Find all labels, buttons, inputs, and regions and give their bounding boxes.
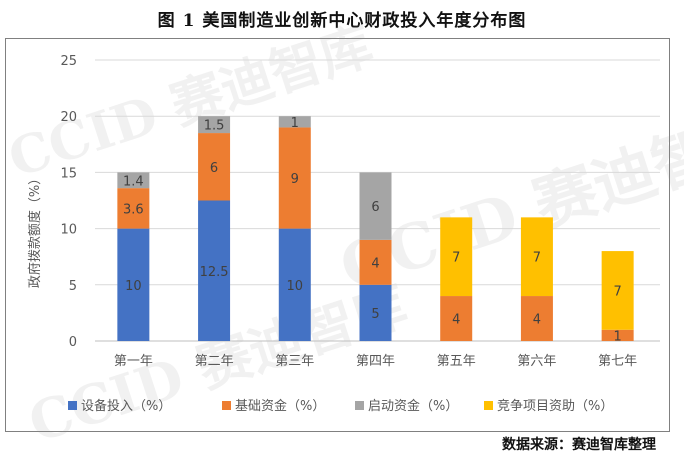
bar-segment <box>440 217 473 297</box>
data-label: 4 <box>371 256 379 271</box>
y-tick-label: 0 <box>69 335 77 350</box>
data-labels: 10 3.6 1.4 12.5 6 1.5 10 9 1 5 4 6 4 7 4 7 1 7 <box>123 116 622 345</box>
data-label: 12.5 <box>200 265 229 280</box>
legend-entry: 启动资金（%） <box>368 398 458 414</box>
y-axis-label: 政府拨款额度（%） <box>27 172 43 288</box>
data-label: 4 <box>452 313 460 328</box>
data-label: 7 <box>614 284 622 299</box>
bar-segment <box>520 217 553 297</box>
bar-segment <box>601 329 634 341</box>
bar-segment <box>359 172 392 240</box>
x-tick-label: 第七年 <box>598 354 637 369</box>
bar-segment <box>198 133 231 201</box>
legend-entry: 竞争项目资助（%） <box>497 398 613 414</box>
data-label: 7 <box>533 251 541 266</box>
x-tick-label: 第三年 <box>275 354 314 369</box>
legend-swatch <box>222 401 231 410</box>
bar-segment <box>601 251 634 330</box>
legend: 设备投入（%） 基础资金（%） 启动资金（%） 竞争项目资助（%） <box>68 398 613 414</box>
y-tick-label: 20 <box>60 110 77 125</box>
data-label: 4 <box>533 313 541 328</box>
bar-segment <box>117 188 150 229</box>
x-tick-label: 第五年 <box>437 354 476 369</box>
data-label: 1 <box>614 329 622 344</box>
bar-segment <box>198 200 231 341</box>
x-tick-label: 第二年 <box>195 354 234 369</box>
data-source: 数据来源：赛迪智库整理 <box>502 437 656 453</box>
data-label: 1 <box>291 116 299 131</box>
y-tick-label: 15 <box>60 166 77 181</box>
bars <box>117 116 634 341</box>
data-label: 6 <box>371 200 379 215</box>
data-label: 6 <box>210 161 218 176</box>
data-label: 1.5 <box>204 119 225 134</box>
y-tick-label: 10 <box>60 223 77 238</box>
legend-entry: 设备投入（%） <box>81 398 171 414</box>
bar-segment <box>278 228 311 341</box>
x-tick-label: 第一年 <box>114 354 153 369</box>
bar-segment <box>359 284 392 341</box>
data-label: 5 <box>371 307 379 322</box>
bar-segment <box>278 127 311 229</box>
page-title: 图 1 美国制造业创新中心财政投入年度分布图 <box>157 11 527 31</box>
data-label: 7 <box>452 251 460 266</box>
bar-segment <box>520 296 553 341</box>
bar-segment <box>440 296 473 341</box>
legend-swatch <box>484 401 493 410</box>
data-label: 1.4 <box>123 174 144 189</box>
legend-swatch <box>355 401 364 410</box>
x-axis: 第一年 第二年 第三年 第四年 第五年 第六年 第七年 <box>114 354 637 369</box>
y-tick-label: 25 <box>60 54 77 69</box>
bar-segment <box>117 228 150 341</box>
x-tick-label: 第四年 <box>356 354 395 369</box>
bar-segment <box>278 116 311 128</box>
chart-frame <box>5 38 670 432</box>
bar-segment <box>359 239 392 285</box>
bar-segment <box>117 172 150 189</box>
data-label: 10 <box>125 279 142 294</box>
legend-entry: 基础资金（%） <box>235 398 325 414</box>
y-axis: 0 5 10 15 20 25 <box>60 54 77 350</box>
bar-segment <box>198 116 231 134</box>
x-tick-label: 第六年 <box>517 354 556 369</box>
data-label: 9 <box>291 172 299 187</box>
data-label: 10 <box>287 279 304 294</box>
data-label: 3.6 <box>123 202 144 217</box>
y-tick-label: 5 <box>69 279 77 294</box>
legend-swatch <box>68 401 77 410</box>
